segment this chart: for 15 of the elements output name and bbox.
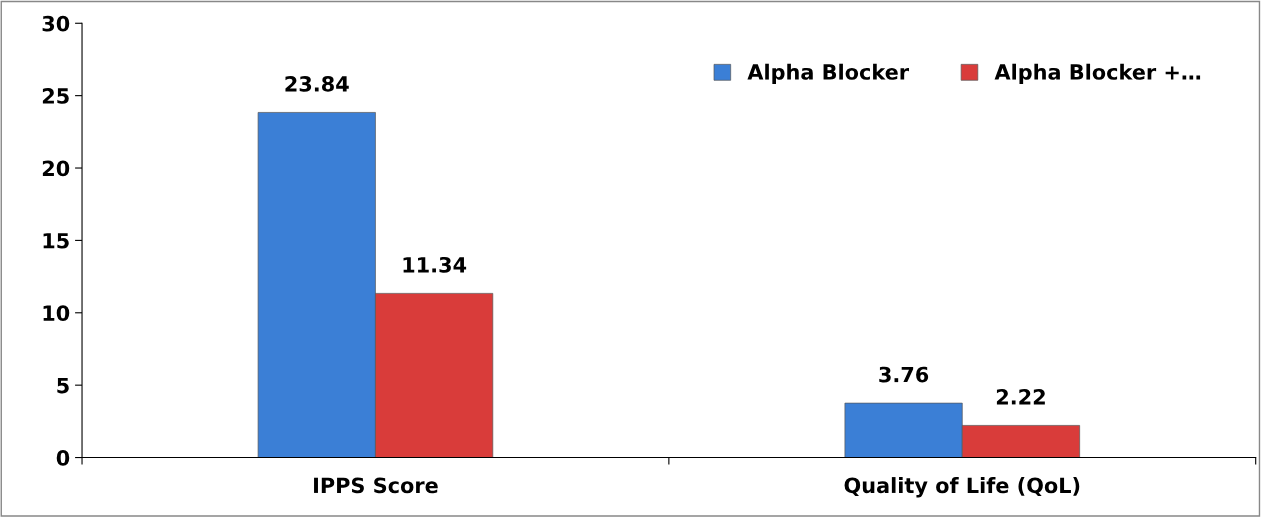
y-tick-label: 5 [57, 377, 69, 394]
data-label: 23.84 [285, 75, 349, 92]
legend-label: Alpha Blocker +… [994, 63, 1201, 84]
y-tick-label: 15 [43, 233, 69, 249]
data-label: 2.22 [996, 388, 1045, 405]
data-label: 11.34 [403, 256, 467, 273]
data-label: 3.76 [879, 366, 929, 383]
x-tick-label: Quality of Life (QoL) [844, 477, 1080, 498]
legend-label: Alpha Blocker [747, 63, 909, 84]
x-tick-label: IPPS Score [314, 477, 438, 494]
y-tick-label: 0 [56, 450, 70, 466]
y-tick-label: 30 [42, 15, 70, 32]
y-tick-label: 20 [42, 160, 70, 177]
y-tick-label: 10 [43, 305, 70, 321]
y-tick-label: 25 [42, 88, 69, 104]
